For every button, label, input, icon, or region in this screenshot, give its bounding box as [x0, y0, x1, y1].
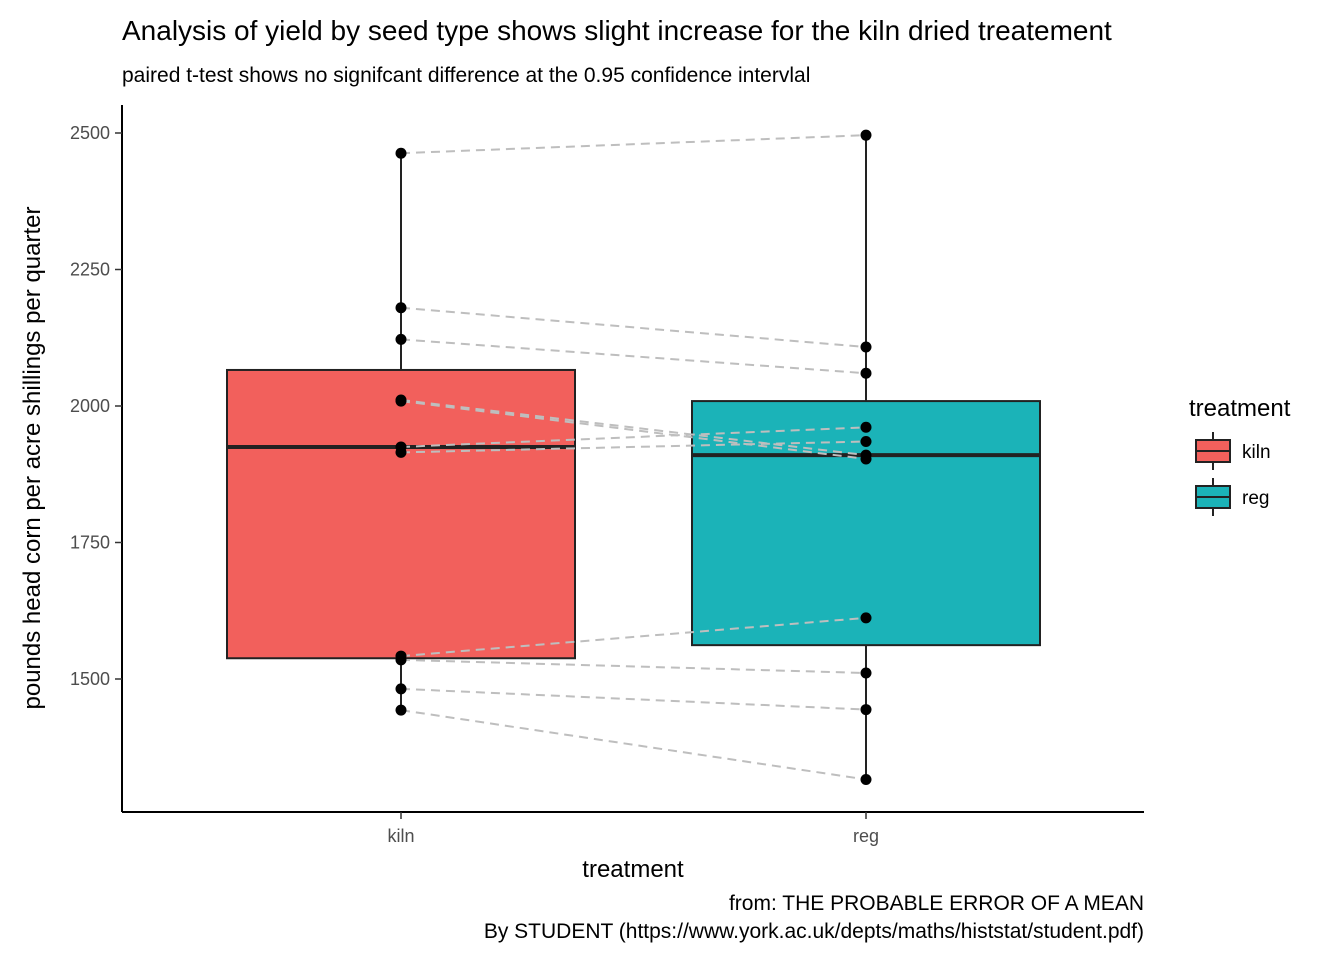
- legend-label-reg: reg: [1242, 488, 1269, 509]
- data-point-reg: [860, 667, 872, 679]
- data-point-kiln: [395, 333, 407, 345]
- x-tick-label-reg: reg: [853, 826, 879, 846]
- y-tick-label: 1500: [70, 669, 110, 689]
- pair-line: [400, 306, 867, 349]
- legend: treatment kiln reg: [1189, 395, 1291, 516]
- data-point-kiln: [395, 441, 407, 453]
- y-tick-label: 2250: [70, 260, 110, 280]
- legend-label-kiln: kiln: [1242, 442, 1271, 463]
- pair-line: [400, 440, 867, 454]
- x-axis-label: treatment: [582, 856, 684, 883]
- data-point-reg: [860, 435, 872, 447]
- box-kiln: [226, 368, 576, 660]
- data-point-reg: [860, 367, 872, 379]
- caption-line-1: from: THE PROBABLE ERROR OF A MEAN: [729, 892, 1144, 915]
- data-point-kiln: [395, 147, 407, 159]
- data-point-kiln: [395, 394, 407, 406]
- chart-title: Analysis of yield by seed type shows sli…: [122, 15, 1112, 46]
- data-point-reg: [860, 773, 872, 785]
- pair-line: [400, 338, 867, 375]
- data-point-kiln: [395, 654, 407, 666]
- data-point-reg: [860, 421, 872, 433]
- chart-subtitle: paired t-test shows no signifcant differ…: [122, 64, 810, 87]
- pair-line: [400, 687, 867, 711]
- pair-line: [400, 399, 867, 457]
- pair-line: [400, 426, 867, 448]
- data-point-reg: [860, 341, 872, 353]
- pair-line: [400, 400, 867, 460]
- y-axis-label: pounds head corn per acre shillings per …: [19, 207, 46, 710]
- data-point-kiln: [395, 302, 407, 314]
- pair-line: [400, 134, 867, 155]
- pair-line: [400, 709, 867, 781]
- data-point-reg: [860, 612, 872, 624]
- pair-line: [400, 658, 867, 674]
- y-tick-label: 2500: [70, 123, 110, 143]
- data-point-kiln: [395, 683, 407, 695]
- legend-title: treatment: [1189, 395, 1291, 422]
- data-point-reg: [860, 704, 872, 716]
- data-point-reg: [860, 449, 872, 461]
- data-point-kiln: [395, 704, 407, 716]
- data-point-reg: [860, 129, 872, 141]
- x-tick-label-kiln: kiln: [387, 826, 414, 846]
- pair-line: [400, 616, 867, 658]
- y-tick-label: 2000: [70, 396, 110, 416]
- y-tick-label: 1750: [70, 533, 110, 553]
- caption-line-2: By STUDENT (https://www.york.ac.uk/depts…: [484, 920, 1144, 943]
